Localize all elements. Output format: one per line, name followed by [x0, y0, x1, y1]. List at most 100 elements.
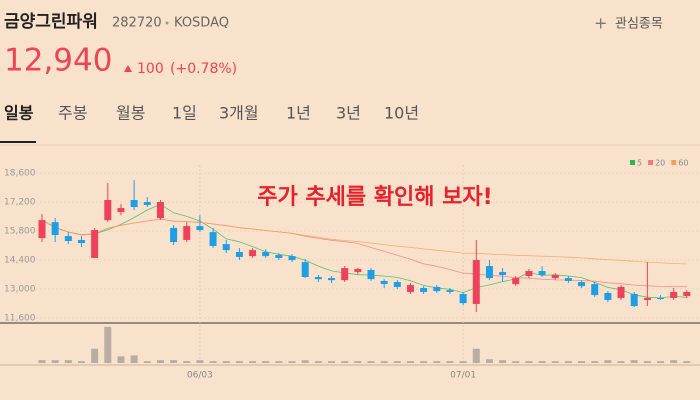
tab[interactable]: 3년 [336, 104, 361, 123]
volume-bar [367, 361, 375, 363]
candle-body [538, 271, 546, 275]
y-tick-label: 18,600 [4, 169, 36, 179]
volume-bar [196, 360, 204, 363]
moving-average [41, 218, 687, 288]
candle-body [499, 272, 507, 275]
tabs: 일봉 주봉 월봉 1일 3개월 1년 3년 10년 [4, 104, 419, 123]
volume-bar [420, 361, 428, 363]
candle-body [630, 294, 638, 307]
stock-code: 282720 [112, 16, 162, 31]
candle-body [91, 230, 99, 258]
volume-bar [77, 361, 85, 363]
plus-icon[interactable]: + [594, 14, 607, 33]
candle-body [262, 251, 270, 257]
candle-body [354, 268, 362, 273]
moving-average [41, 203, 687, 299]
volume-bar [117, 356, 125, 363]
volume-bar [564, 361, 572, 363]
candle-body [683, 291, 691, 297]
volume-bar [433, 361, 441, 363]
watch-button[interactable]: 관심종목 [615, 17, 663, 32]
volume-bar [235, 361, 243, 363]
candle-body [196, 226, 204, 231]
volume-bar [472, 348, 480, 363]
market: KOSDAQ [174, 16, 229, 31]
candle-body [525, 271, 533, 276]
volume-bar [578, 361, 586, 363]
volume-bar [288, 361, 296, 363]
volume-bar [209, 361, 217, 363]
candle-body [170, 227, 178, 243]
volume-bar [156, 360, 164, 363]
change: 100 [137, 61, 164, 77]
candle-body [420, 288, 428, 292]
candle-body [235, 251, 243, 257]
volume-bar [459, 361, 467, 363]
candle-body [446, 290, 454, 292]
volume-bar [130, 355, 138, 363]
tab[interactable]: 일봉 [4, 104, 34, 123]
volume-bar [604, 360, 612, 363]
volume-bar [670, 360, 678, 363]
y-tick-label: 14,400 [4, 256, 36, 266]
candle-body [433, 286, 441, 292]
volume-bar [301, 360, 309, 363]
volume-bar [446, 361, 454, 363]
y-tick-label: 13,000 [4, 285, 36, 295]
volume-bar [525, 361, 533, 363]
volume-bar [249, 361, 257, 363]
change-pct: (+0.78%) [170, 61, 237, 77]
candle-body [406, 285, 414, 292]
volume-bar [393, 361, 401, 363]
volume-bar [91, 348, 99, 363]
up-arrow [124, 65, 132, 72]
x-tick-label: 06/03 [187, 371, 213, 381]
candle-body [459, 294, 467, 304]
legend-label: 5 [637, 159, 642, 168]
tab[interactable]: 월봉 [116, 104, 145, 123]
volume-bar [51, 360, 59, 363]
separator [165, 21, 169, 25]
legend-swatch [648, 160, 654, 165]
legend-swatch [630, 160, 635, 165]
volume-bar [64, 360, 72, 363]
tab[interactable]: 3개월 [219, 104, 259, 123]
tab[interactable]: 10년 [384, 104, 419, 123]
candle-body [64, 236, 72, 241]
candle-body [183, 226, 191, 240]
volume-bar [380, 361, 388, 363]
chart: 11,600 13,000 14,400 15,800 17,200 18,600 06/0… [0, 144, 700, 381]
candle-body [117, 208, 125, 213]
tab[interactable]: 주봉 [58, 104, 87, 123]
volume-bar [512, 361, 520, 363]
candle-body [551, 274, 559, 279]
volume-bar [183, 361, 191, 363]
tab[interactable]: 1년 [286, 104, 311, 123]
y-tick-label: 15,800 [4, 227, 36, 237]
y-tick-label: 11,600 [4, 314, 36, 324]
volume-bar [617, 361, 625, 363]
candle-body [249, 250, 257, 257]
candle-body [578, 281, 586, 287]
tab[interactable]: 1일 [172, 104, 197, 123]
candle-body [328, 278, 336, 281]
volume-bar [143, 361, 151, 363]
volume-bar [222, 361, 230, 363]
candle-body [301, 262, 309, 278]
legend-label: 20 [655, 159, 665, 168]
candle-body [367, 269, 375, 280]
candle-body [38, 220, 46, 239]
candle-body [380, 280, 388, 285]
candle-body [472, 260, 480, 304]
volume-bar [314, 361, 322, 363]
candle-body [485, 266, 493, 279]
candle-body [288, 256, 296, 261]
candle-body [512, 278, 520, 285]
candle-body [657, 297, 665, 299]
volume-bar [485, 359, 493, 363]
x-tick-label: 07/01 [450, 371, 476, 381]
candle-body [670, 291, 678, 298]
candle-body [314, 277, 322, 280]
